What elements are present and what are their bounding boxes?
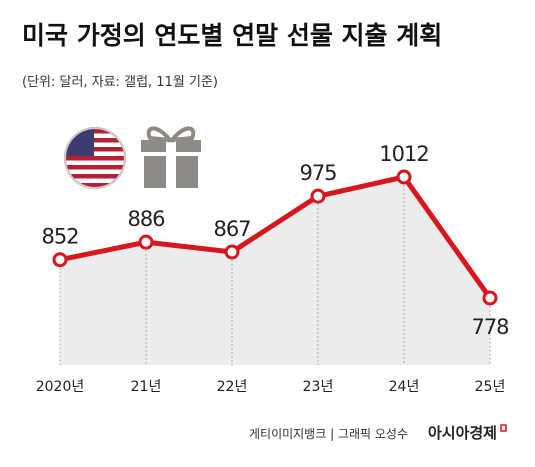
point xyxy=(52,252,68,268)
chart-subtitle: (단위: 달러, 자료: 갤럽, 11월 기준) xyxy=(22,75,218,90)
x-tick-label: 2020년 xyxy=(36,379,85,395)
x-tick-label: 23년 xyxy=(303,379,334,395)
point xyxy=(482,290,498,306)
value-label: 886 xyxy=(127,207,165,231)
x-tick-label: 25년 xyxy=(475,379,506,395)
point xyxy=(396,169,412,185)
flag-icon xyxy=(64,127,126,189)
point xyxy=(224,244,240,260)
value-label: 867 xyxy=(213,217,250,241)
brand: 아시아경제 xyxy=(428,424,497,442)
point xyxy=(310,188,326,204)
point xyxy=(138,234,154,250)
chart-title: 미국 가정의 연도별 연말 선물 지출 계획 xyxy=(22,21,442,50)
area xyxy=(60,177,490,365)
x-tick-label: 22년 xyxy=(217,379,248,395)
brand-mark xyxy=(500,424,507,432)
x-tick-label: 21년 xyxy=(131,379,162,395)
value-label: 778 xyxy=(471,315,508,339)
credit: 게티이미지뱅크 | 그래픽 오성수 xyxy=(249,427,408,441)
value-label: 852 xyxy=(41,225,78,249)
value-label: 975 xyxy=(299,161,336,185)
line xyxy=(59,174,493,300)
gift-icon xyxy=(141,126,201,188)
x-tick-label: 24년 xyxy=(389,379,420,395)
value-label: 1012 xyxy=(379,142,428,166)
